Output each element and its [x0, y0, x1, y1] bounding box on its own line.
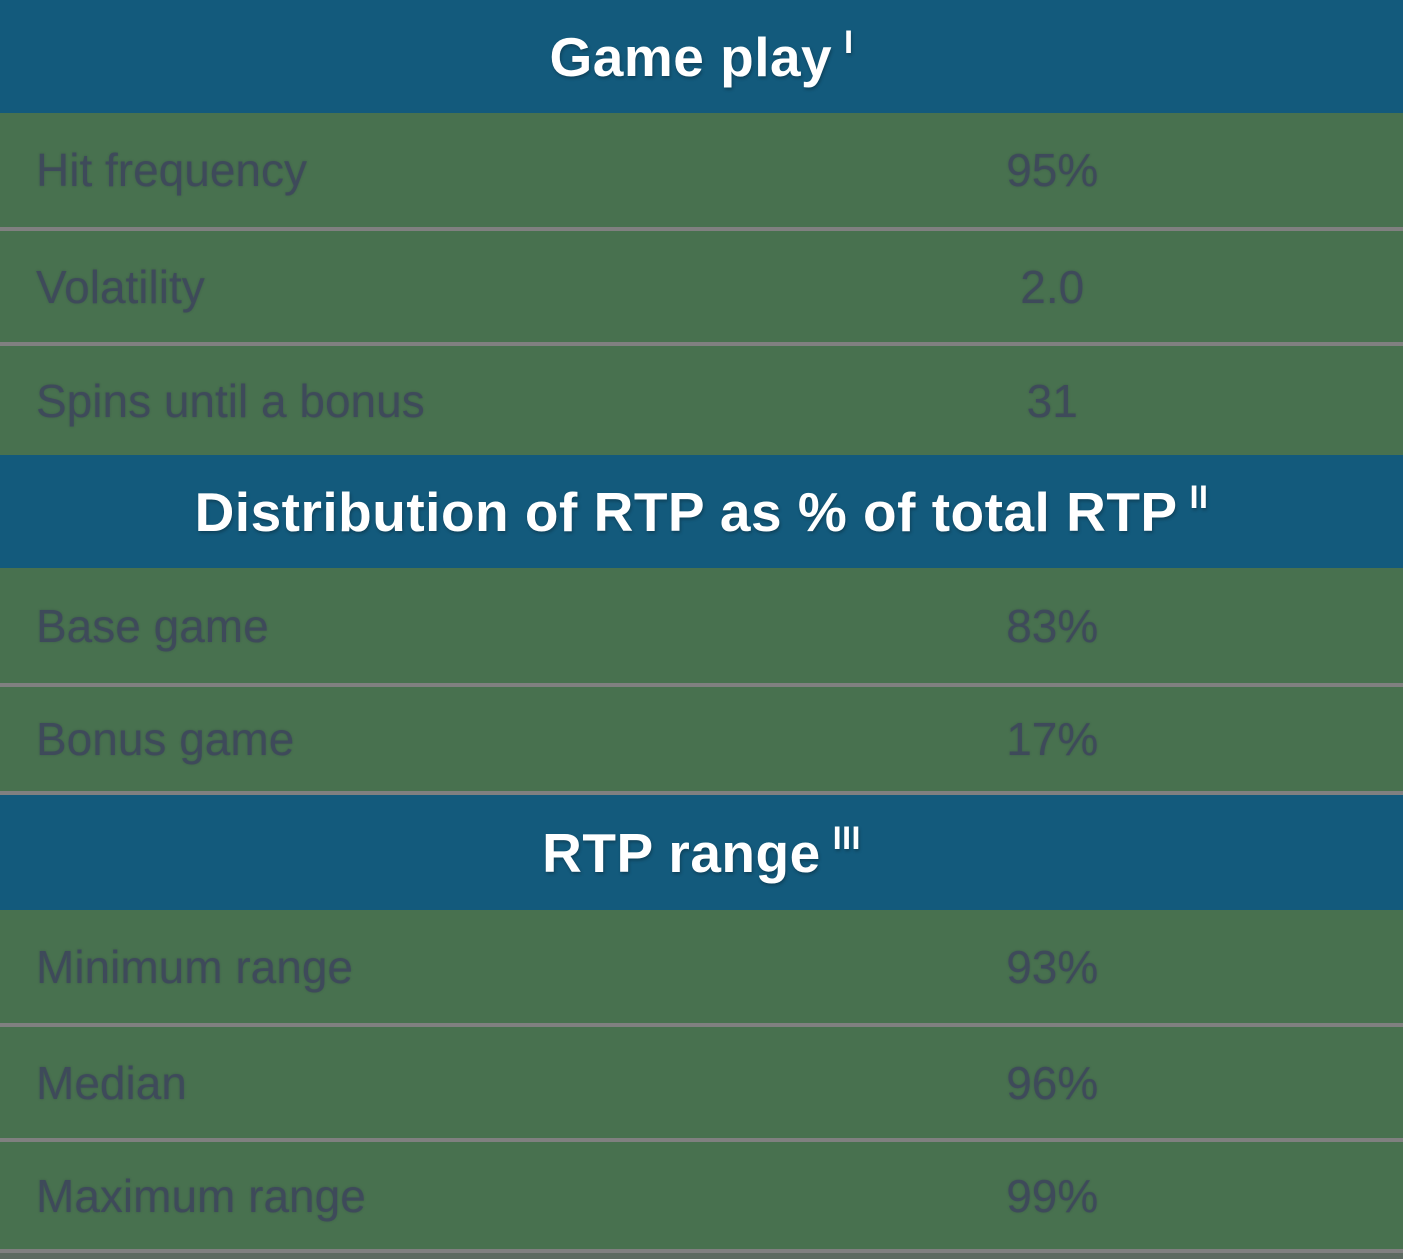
row-label: Minimum range: [36, 940, 353, 993]
row-value: 17%: [1006, 713, 1099, 765]
section-title: Game play: [549, 25, 833, 88]
row-label: Base game: [36, 599, 269, 652]
table-row-median: Median 96%: [0, 1027, 1403, 1138]
row-value: 99%: [1006, 1169, 1099, 1222]
table-row-minimum-range: Minimum range 93%: [0, 910, 1403, 1023]
row-divider: [0, 1249, 1403, 1253]
row-label: Spins until a bonus: [36, 374, 425, 427]
table-row-volatility: Volatility 2.0: [0, 231, 1403, 342]
table-row-base-game: Base game 83%: [0, 568, 1403, 683]
row-value: 31: [1026, 374, 1078, 427]
table-row-hit-frequency: Hit frequency 95%: [0, 113, 1403, 227]
row-value: 95%: [1006, 144, 1099, 196]
table-row-bonus-game: Bonus game 17%: [0, 687, 1403, 791]
table-row-maximum-range: Maximum range 99%: [0, 1142, 1403, 1249]
next-section-partial-strip: [0, 1253, 1403, 1259]
section-title: Distribution of RTP as % of total RTP: [194, 480, 1178, 543]
section-header-game-play: Game play I: [0, 0, 1403, 113]
section-title: RTP range: [542, 821, 821, 884]
section-header-rtp-distribution: Distribution of RTP as % of total RTP II: [0, 455, 1403, 568]
row-label: Median: [36, 1056, 187, 1109]
footnote-mark: II: [1189, 479, 1209, 515]
table-row-spins-until-bonus: Spins until a bonus 31: [0, 346, 1403, 455]
row-value: 2.0: [1020, 260, 1085, 313]
footnote-mark: I: [844, 24, 854, 60]
section-header-rtp-range: RTP range III: [0, 795, 1403, 910]
row-divider: [0, 1023, 1403, 1027]
row-value: 83%: [1006, 599, 1099, 652]
row-label: Maximum range: [36, 1169, 366, 1222]
row-divider: [0, 683, 1403, 687]
row-label: Bonus game: [36, 713, 295, 765]
footnote-mark: III: [832, 820, 861, 856]
row-value: 93%: [1006, 940, 1099, 993]
row-divider: [0, 227, 1403, 231]
row-divider: [0, 1138, 1403, 1142]
row-value: 96%: [1006, 1056, 1099, 1109]
row-divider: [0, 342, 1403, 346]
row-label: Hit frequency: [36, 144, 308, 196]
row-divider: [0, 791, 1403, 795]
row-label: Volatility: [36, 260, 205, 313]
